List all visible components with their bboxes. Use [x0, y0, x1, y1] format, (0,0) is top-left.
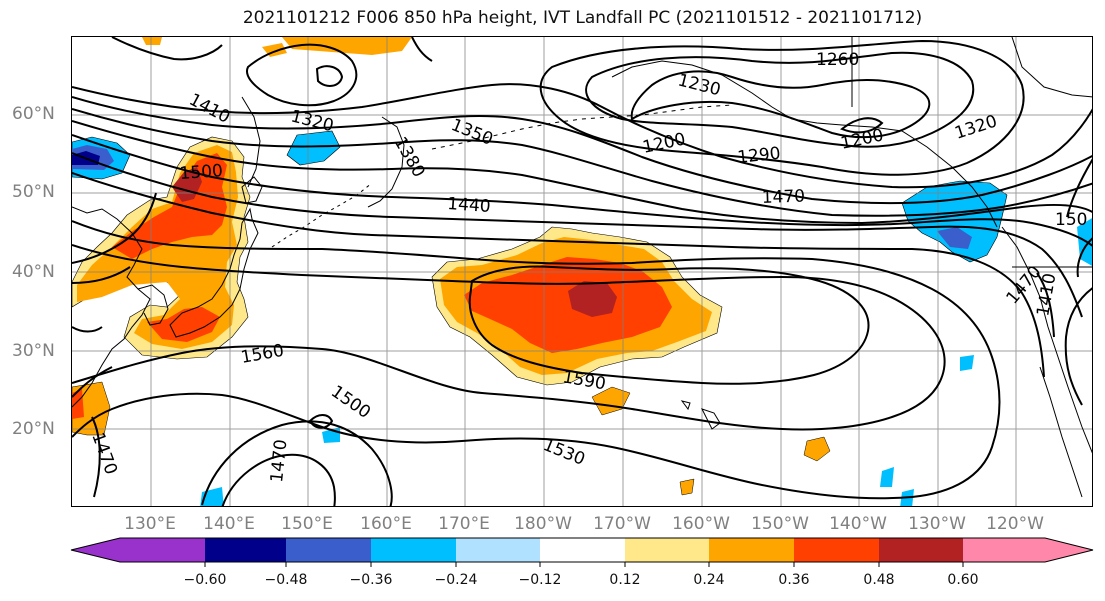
colorbar-segment — [625, 538, 709, 562]
colorbar-tick-label: −0.60 — [183, 572, 227, 588]
contour-label: 1470 — [761, 186, 805, 207]
colorbar-segment — [794, 538, 879, 562]
colorbar-segment — [879, 538, 963, 562]
contour-label: 1260 — [816, 50, 859, 70]
colorbar-segment — [963, 538, 1045, 562]
contour-label: 1230 — [676, 70, 723, 100]
contour-label: 1440 — [447, 194, 492, 217]
colorbar-segment — [205, 538, 286, 562]
contour-label: 1290 — [736, 144, 781, 168]
colorbar-extend-low — [71, 538, 120, 562]
colorbar-tick-label: −0.24 — [434, 572, 478, 588]
height-contours — [72, 37, 1092, 506]
colorbar-segment — [709, 538, 794, 562]
lon-label-160e: 160°E — [360, 514, 412, 534]
ivt-negative-asia — [72, 136, 131, 180]
colorbar-tick-label: −0.12 — [518, 572, 562, 588]
contour-label: 1350 — [448, 115, 496, 150]
lat-label-50n: 50°N — [12, 182, 55, 202]
contour-label: 1200 — [641, 129, 687, 158]
colorbar-segment — [120, 538, 205, 562]
colorbar-tick-label: −0.48 — [264, 572, 308, 588]
lon-label-150w: 150°W — [751, 514, 809, 534]
colorbar-segment — [456, 538, 540, 562]
ivt-positive-central-pacific — [431, 226, 831, 496]
contour-label: 1560 — [239, 341, 285, 368]
lat-label-40n: 40°N — [12, 262, 55, 282]
colorbar-outline — [70, 537, 1094, 563]
colorbar-tick-label: 0.60 — [947, 572, 979, 588]
colorbar-tick-label: 0.24 — [693, 572, 725, 588]
colorbar-segment — [540, 538, 625, 562]
colorbar-tick-label: 0.36 — [778, 572, 810, 588]
lon-label-140e: 140°E — [203, 514, 255, 534]
lon-label-170w: 170°W — [593, 514, 651, 534]
contour-label: 150 — [1055, 210, 1087, 230]
lat-label-30n: 30°N — [12, 341, 55, 361]
colorbar-tick-label: −0.36 — [349, 572, 393, 588]
map-gridlines — [72, 37, 1092, 506]
colorbar-extend-high — [1045, 538, 1093, 562]
lon-label-130w: 130°W — [908, 514, 966, 534]
colorbar-segment — [371, 538, 456, 562]
map-panel: 1260 1230 1320 1410 1350 1380 1200 1290 … — [71, 36, 1093, 507]
ivt-positive-north — [72, 37, 412, 436]
contour-label: 1470 — [267, 438, 291, 483]
map-title: 2021101212 F006 850 hPa height, IVT Land… — [242, 8, 923, 28]
contour-label: 1500 — [327, 382, 374, 423]
contour-label: 1500 — [179, 161, 224, 184]
lon-label-170e: 170°E — [438, 514, 490, 534]
lat-label-20n: 20°N — [12, 419, 55, 439]
colorbar-tick-label: 0.48 — [863, 572, 895, 588]
coastlines — [72, 37, 1092, 498]
colorbar-segment — [286, 538, 371, 562]
contour-label: 1590 — [561, 367, 607, 394]
colorbar-tick-label: 0.12 — [609, 572, 641, 588]
lon-label-130e: 130°E — [124, 514, 176, 534]
map-canvas: 1260 1230 1320 1410 1350 1380 1200 1290 … — [72, 37, 1092, 506]
lon-label-180w: 180°W — [514, 514, 572, 534]
lon-label-140w: 140°W — [829, 514, 887, 534]
contour-label: 1470 — [87, 430, 121, 477]
lon-label-160w: 160°W — [672, 514, 730, 534]
lon-label-120w: 120°W — [986, 514, 1044, 534]
lon-label-150e: 150°E — [281, 514, 333, 534]
colorbar-segments — [70, 537, 1094, 567]
lat-label-60n: 60°N — [12, 104, 55, 124]
